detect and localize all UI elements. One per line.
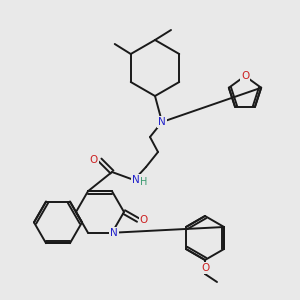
Text: O: O	[140, 215, 148, 225]
Text: N: N	[132, 175, 140, 185]
Text: O: O	[90, 155, 98, 165]
Text: O: O	[201, 263, 209, 273]
Text: N: N	[158, 117, 166, 127]
Text: H: H	[140, 177, 148, 187]
Text: O: O	[241, 71, 249, 81]
Text: N: N	[110, 228, 118, 238]
